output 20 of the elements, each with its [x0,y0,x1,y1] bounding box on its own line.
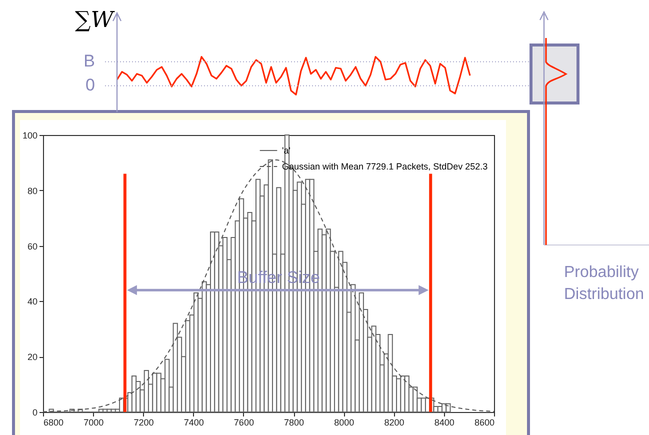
y-tick-label: 100 [22,130,38,140]
x-tick-label: 7600 [234,418,254,428]
y-tick-label: 40 [27,296,38,307]
y-tick-label: 0 [32,408,38,418]
x-tick-label: 7200 [134,418,154,428]
x-tick-label: 8400 [434,418,454,428]
y-axis-title: ∑W [75,8,116,33]
x-tick-label: 7800 [284,418,304,428]
y-tick-label: 60 [27,241,38,252]
ref-line-label: 0 [86,76,95,95]
x-tick-label: 8000 [334,418,354,428]
x-tick-label: 8600 [474,418,494,428]
y-tick-label: 20 [27,352,38,362]
ref-line-label: B [84,52,95,71]
x-tick-label: 8200 [384,418,404,428]
text: Probability Distribution [564,263,646,305]
y-tick-label: 80 [27,186,38,196]
x-tick-label: 7000 [84,418,104,428]
x-tick-label: 6800 [44,418,64,428]
x-tick-label: 7400 [184,418,204,428]
